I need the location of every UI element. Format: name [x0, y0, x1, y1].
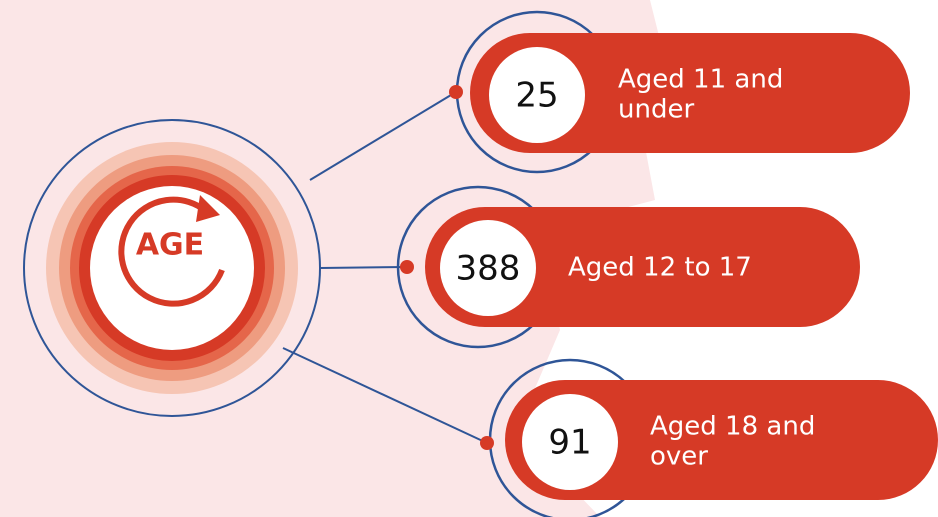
item-label: under [618, 95, 694, 125]
connector [309, 91, 457, 181]
item-pill [505, 380, 938, 500]
number-circle [522, 394, 618, 490]
item-label: over [650, 442, 708, 472]
arrow-arc [118, 196, 225, 307]
item-label: Aged 11 and [618, 65, 783, 95]
number-circle [489, 47, 585, 143]
item-value: 91 [548, 423, 591, 463]
item-label: Aged 12 to 17 [568, 253, 752, 283]
center-label: AGE [136, 228, 204, 263]
number-circle [440, 220, 536, 316]
connector-dot [400, 260, 414, 274]
item-value: 388 [456, 249, 521, 289]
center-badge: AGE [23, 119, 321, 417]
item-label: Aged 18 and [650, 412, 815, 442]
inner-circle [90, 186, 254, 350]
item-pill [425, 207, 860, 327]
connector-dot [449, 85, 463, 99]
item-pill [470, 33, 910, 153]
item-value: 25 [515, 76, 558, 116]
connector [282, 347, 488, 444]
connector [319, 266, 408, 269]
arrow-head [196, 195, 220, 222]
connector-dot [480, 436, 494, 450]
